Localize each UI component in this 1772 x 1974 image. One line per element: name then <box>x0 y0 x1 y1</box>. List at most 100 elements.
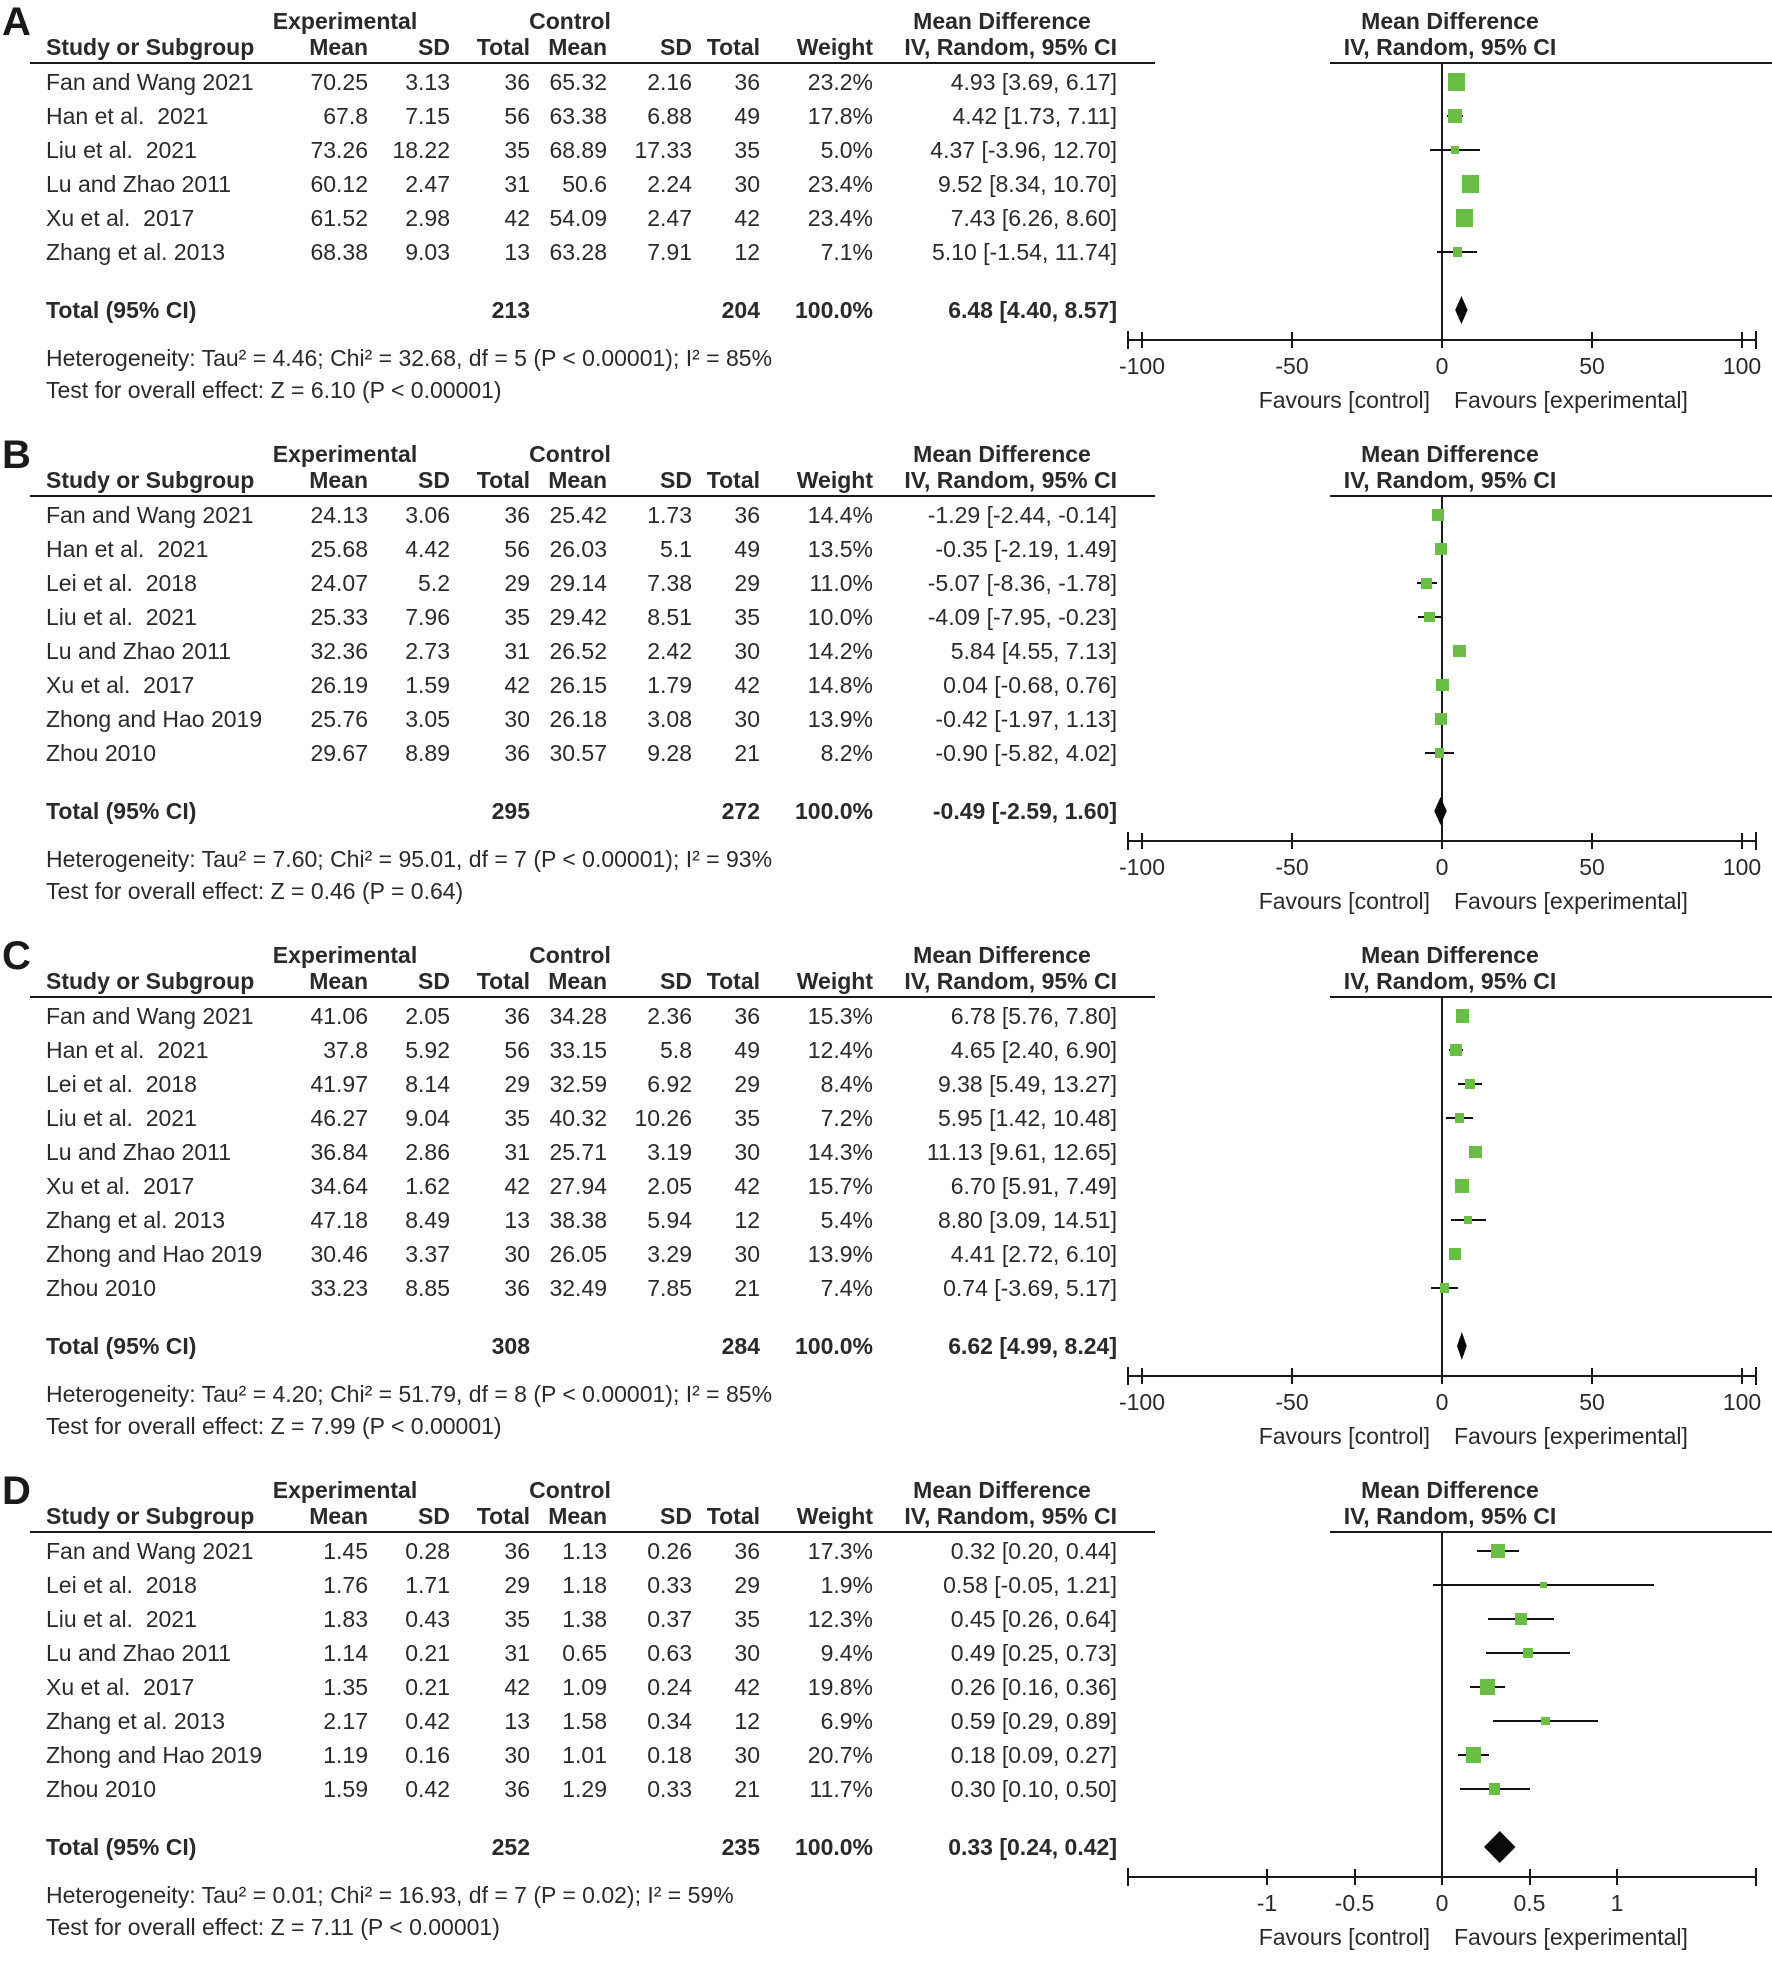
cell-mean-exp: 1.76 <box>323 1572 368 1598</box>
effect-marker <box>1464 1215 1473 1225</box>
cell-mean-exp: 1.14 <box>323 1640 368 1666</box>
axis-tick-label: 0 <box>1435 1890 1449 1916</box>
overall-effect-text: Test for overall effect: Z = 7.11 (P < 0… <box>46 1914 500 1940</box>
cell-total-ctl: 21 <box>734 1776 760 1802</box>
axis-tick-label: -100 <box>1118 854 1166 880</box>
effect-marker <box>1452 247 1462 257</box>
panel-letter: B <box>2 433 31 477</box>
cell-mean-ctl: 26.03 <box>549 536 607 562</box>
cell-mean-exp: 60.12 <box>310 171 368 197</box>
header-rule-left <box>30 62 1155 64</box>
cell-weight: 10.0% <box>807 604 873 630</box>
axis-tick <box>1291 332 1293 348</box>
md-text-header: Mean Difference <box>913 441 1091 467</box>
cell-mean-exp: 73.26 <box>310 137 368 163</box>
col-header-mean-exp: Mean <box>309 968 368 994</box>
cell-mean-ctl: 30.57 <box>549 740 607 766</box>
total-weight: 100.0% <box>794 1834 873 1860</box>
total-exp-n: 252 <box>491 1834 530 1860</box>
cell-weight: 7.2% <box>820 1105 873 1131</box>
axis-tick-label: -0.5 <box>1334 1890 1375 1916</box>
cell-mean-ctl: 63.38 <box>549 103 607 129</box>
cell-sd-ctl: 6.88 <box>647 103 692 129</box>
col-header-weight: Weight <box>796 968 873 994</box>
effect-marker <box>1453 644 1466 658</box>
panel-letter: D <box>2 1469 31 1513</box>
cell-mean-exp: 41.97 <box>310 1071 368 1097</box>
cell-sd-exp: 8.85 <box>405 1275 450 1301</box>
study-label: Han et al. 2021 <box>46 1037 209 1063</box>
cell-total-ctl: 42 <box>734 672 760 698</box>
zero-line <box>1441 998 1443 1375</box>
md-text-header: Mean Difference <box>913 942 1091 968</box>
favours-left-label: Favours [control] <box>1258 387 1430 413</box>
cell-sd-exp: 7.15 <box>405 103 450 129</box>
cell-mean-exp: 30.46 <box>310 1241 368 1267</box>
cell-weight: 6.9% <box>820 1708 873 1734</box>
cell-total-ctl: 36 <box>734 1538 760 1564</box>
cell-mean-exp: 1.59 <box>323 1776 368 1802</box>
cell-total-exp: 31 <box>504 1640 530 1666</box>
cell-ci-text: -4.09 [-7.95, -0.23] <box>927 604 1117 630</box>
total-weight: 100.0% <box>794 798 873 824</box>
cell-total-ctl: 30 <box>734 638 760 664</box>
study-label: Lei et al. 2018 <box>46 1071 197 1097</box>
cell-mean-ctl: 26.52 <box>549 638 607 664</box>
group-header-control: Control <box>529 8 611 34</box>
study-label: Lei et al. 2018 <box>46 1572 197 1598</box>
effect-marker <box>1461 175 1480 193</box>
cell-total-exp: 31 <box>504 171 530 197</box>
axis-tick <box>1591 833 1593 849</box>
cell-sd-exp: 9.04 <box>405 1105 450 1131</box>
cell-weight: 7.1% <box>820 239 873 265</box>
favours-left-label: Favours [control] <box>1258 1423 1430 1449</box>
col-header-study: Study or Subgroup <box>46 1503 255 1529</box>
axis-tick <box>1291 1368 1293 1384</box>
study-label: Liu et al. 2021 <box>46 1105 197 1131</box>
axis-tick <box>1591 332 1593 348</box>
cell-sd-ctl: 0.33 <box>647 1572 692 1598</box>
axis-tick-label: 0 <box>1435 1389 1449 1415</box>
cell-total-ctl: 30 <box>734 1640 760 1666</box>
cell-mean-ctl: 38.38 <box>549 1207 607 1233</box>
cell-total-exp: 30 <box>504 1241 530 1267</box>
col-header-study: Study or Subgroup <box>46 968 255 994</box>
cell-total-exp: 42 <box>504 1674 530 1700</box>
cell-sd-ctl: 0.63 <box>647 1640 692 1666</box>
axis-tick <box>1266 1869 1268 1885</box>
cell-total-ctl: 30 <box>734 1139 760 1165</box>
cell-ci-text: -5.07 [-8.36, -1.78] <box>927 570 1117 596</box>
cell-weight: 14.8% <box>807 672 873 698</box>
axis-tick-label: -100 <box>1118 353 1166 379</box>
total-exp-n: 213 <box>491 297 530 323</box>
axis-endcap-right <box>1755 832 1757 850</box>
cell-total-exp: 31 <box>504 638 530 664</box>
cell-total-exp: 29 <box>504 1572 530 1598</box>
effect-marker <box>1488 1783 1501 1795</box>
cell-total-exp: 35 <box>504 1105 530 1131</box>
study-label: Lu and Zhao 2011 <box>46 638 232 664</box>
cell-ci-text: 6.70 [5.91, 7.49] <box>950 1173 1117 1199</box>
cell-mean-exp: 1.19 <box>323 1742 368 1768</box>
cell-sd-ctl: 2.36 <box>647 1003 692 1029</box>
cell-total-exp: 42 <box>504 1173 530 1199</box>
study-label: Xu et al. 2017 <box>46 1173 195 1199</box>
cell-total-exp: 36 <box>504 1776 530 1802</box>
effect-marker <box>1431 508 1445 522</box>
col-header-mean-ctl: Mean <box>548 467 607 493</box>
effect-marker <box>1465 1079 1475 1089</box>
col-header-total-ctl: Total <box>706 1503 760 1529</box>
cell-weight: 14.2% <box>807 638 873 664</box>
cell-total-ctl: 30 <box>734 1241 760 1267</box>
cell-total-ctl: 36 <box>734 1003 760 1029</box>
effect-marker <box>1465 1747 1482 1763</box>
axis-tick-label: -50 <box>1275 1389 1309 1415</box>
cell-ci-text: 9.38 [5.49, 13.27] <box>937 1071 1117 1097</box>
study-label: Lei et al. 2018 <box>46 570 197 596</box>
axis-tick <box>1741 332 1743 348</box>
cell-ci-text: 0.04 [-0.68, 0.76] <box>943 672 1117 698</box>
cell-sd-ctl: 9.28 <box>647 740 692 766</box>
cell-sd-exp: 0.42 <box>405 1708 450 1734</box>
cell-weight: 5.0% <box>820 137 873 163</box>
md-plot-header: Mean Difference <box>1361 1477 1539 1503</box>
